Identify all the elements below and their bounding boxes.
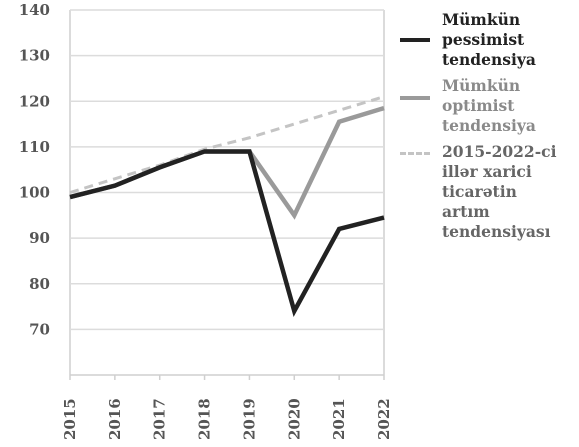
- y-tick-label-80: 80: [29, 275, 50, 293]
- legend-swatch-trend: [400, 152, 430, 155]
- y-tick-label-120: 120: [19, 92, 50, 110]
- x-tick-label-2016: 2016: [106, 398, 124, 440]
- y-tick-label-90: 90: [29, 229, 50, 247]
- legend-item-trend: 2015-2022-ci illər xarici ticarətin artı…: [398, 142, 579, 242]
- y-axis: 70 80 90 100 110 120 130 140: [19, 1, 50, 338]
- x-tick-label-2015: 2015: [61, 398, 79, 440]
- series-line-optimist: [69, 105, 385, 220]
- x-tick-label-2021: 2021: [330, 398, 348, 440]
- legend-swatch-pessimist: [400, 38, 430, 42]
- series-lines: [69, 95, 385, 318]
- legend-item-optimist: Mümkün optimist tendensiya: [398, 76, 579, 136]
- y-tick-label-140: 140: [19, 1, 50, 19]
- x-tick-label-2019: 2019: [240, 398, 258, 440]
- y-tick-label-100: 100: [19, 184, 50, 202]
- y-tick-label-70: 70: [29, 320, 50, 338]
- x-axis: 2015 2016 2017 2018 2019 2020 2021 2022: [61, 375, 390, 440]
- y-tick-label-130: 130: [19, 47, 50, 65]
- x-tick-label-2020: 2020: [285, 398, 303, 440]
- grid-lines: [69, 9, 385, 376]
- x-tick-label-2018: 2018: [196, 398, 214, 440]
- series-line-trend: [69, 95, 385, 194]
- series-line-pessimist: [69, 149, 385, 318]
- legend-label-pessimist: Mümkün pessimist tendensiya: [442, 10, 536, 69]
- y-tick-label-110: 110: [19, 138, 50, 156]
- legend-label-trend: 2015-2022-ci illər xarici ticarətin artı…: [442, 142, 557, 241]
- legend-label-optimist: Mümkün optimist tendensiya: [442, 76, 536, 135]
- legend-item-pessimist: Mümkün pessimist tendensiya: [398, 10, 579, 70]
- legend-swatch-optimist: [400, 96, 430, 100]
- x-tick-label-2022: 2022: [375, 398, 390, 440]
- legend: Mümkün pessimist tendensiya Mümkün optim…: [398, 10, 579, 248]
- x-tick-label-2017: 2017: [151, 398, 169, 440]
